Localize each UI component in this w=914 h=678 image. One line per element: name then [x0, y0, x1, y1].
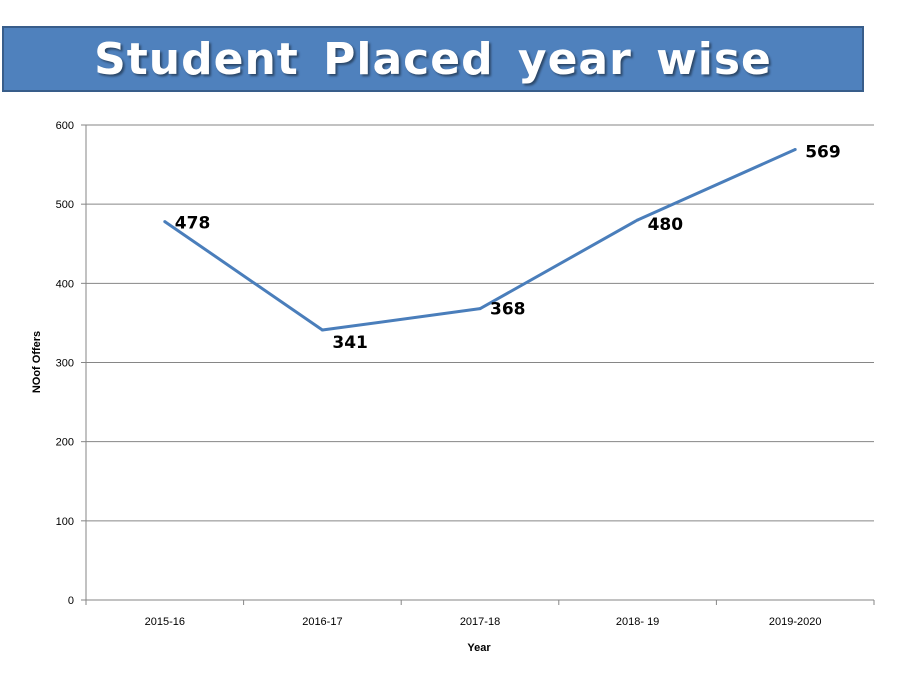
x-axis-ticks: 2015-16 2016-17 2017-18 2018- 19 2019-2020: [85, 600, 875, 628]
data-point: [636, 218, 640, 222]
x-tick-label: 2015-16: [145, 616, 185, 628]
x-tick-label: 2016-17: [302, 616, 342, 628]
y-tick-label: 100: [56, 516, 74, 528]
y-tick-label: 600: [56, 120, 74, 132]
y-tick-label: 0: [68, 595, 74, 607]
y-tick-label: 400: [56, 278, 74, 290]
y-axis-ticks: 0 100 200 300 400 500 600: [56, 120, 74, 607]
x-tick-label: 2018- 19: [616, 616, 659, 628]
x-tick-label: 2017-18: [460, 616, 500, 628]
gridlines: [81, 124, 874, 601]
y-axis-title: NOof Offers: [31, 331, 43, 393]
data-label: 341: [332, 333, 368, 353]
x-axis-title: Year: [467, 642, 491, 654]
data-labels: 478 341 368 480 569: [175, 143, 841, 353]
title-banner: Student Placed year wise: [2, 26, 864, 92]
data-point: [478, 307, 482, 311]
data-label: 480: [648, 215, 684, 235]
data-point: [793, 148, 797, 152]
series-offers: [163, 148, 797, 332]
y-tick-label: 500: [56, 199, 74, 211]
data-label: 478: [175, 214, 211, 234]
series-line: [163, 148, 796, 332]
x-tick-label: 2019-2020: [769, 616, 822, 628]
data-label: 368: [490, 300, 526, 320]
data-point: [320, 328, 324, 332]
y-tick-label: 300: [56, 358, 74, 370]
data-label: 569: [805, 143, 841, 163]
data-point: [163, 220, 167, 224]
chart-title: Student Placed year wise: [94, 34, 772, 85]
y-tick-label: 200: [56, 437, 74, 449]
